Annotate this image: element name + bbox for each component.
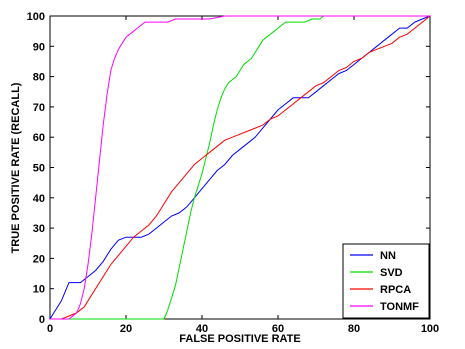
y-axis-label: TRUE POSITIVE RATE (RECALL) <box>10 82 22 253</box>
y-tick-label: 60 <box>33 132 45 144</box>
x-tick-label: 80 <box>348 323 360 335</box>
legend-label-rpca: RPCA <box>380 284 411 296</box>
y-tick-label: 20 <box>33 253 45 265</box>
y-tick-label: 10 <box>33 284 45 296</box>
y-axis: 0 10 20 30 40 50 60 70 80 90 100 <box>27 11 430 326</box>
series-lines <box>49 15 431 320</box>
y-tick-label: 80 <box>33 72 45 84</box>
y-tick-label: 0 <box>39 314 45 326</box>
x-tick-label: 20 <box>120 323 132 335</box>
x-tick-label: 60 <box>272 323 284 335</box>
x-tick-label: 40 <box>196 323 208 335</box>
y-tick-label: 40 <box>33 193 45 205</box>
legend-label-svd: SVD <box>380 267 403 279</box>
series-line-svd <box>50 15 430 320</box>
series-line-rpca <box>50 15 431 320</box>
legend: NN SVD RPCA TONMF <box>342 243 430 319</box>
y-tick-label: 70 <box>33 102 45 114</box>
series-line-tonmf <box>50 15 430 320</box>
x-tick-label: 0 <box>47 323 53 335</box>
y-tick-label: 30 <box>33 223 45 235</box>
y-tick-label: 90 <box>33 41 45 53</box>
x-tick-label: 100 <box>421 323 439 335</box>
y-tick-label: 50 <box>33 163 45 175</box>
y-tick-label: 100 <box>27 11 45 23</box>
x-axis: 0 20 40 60 80 100 <box>47 16 439 335</box>
legend-label-nn: NN <box>380 250 396 262</box>
x-axis-label: FALSE POSITIVE RATE <box>179 333 300 345</box>
legend-label-tonmf: TONMF <box>380 301 419 313</box>
